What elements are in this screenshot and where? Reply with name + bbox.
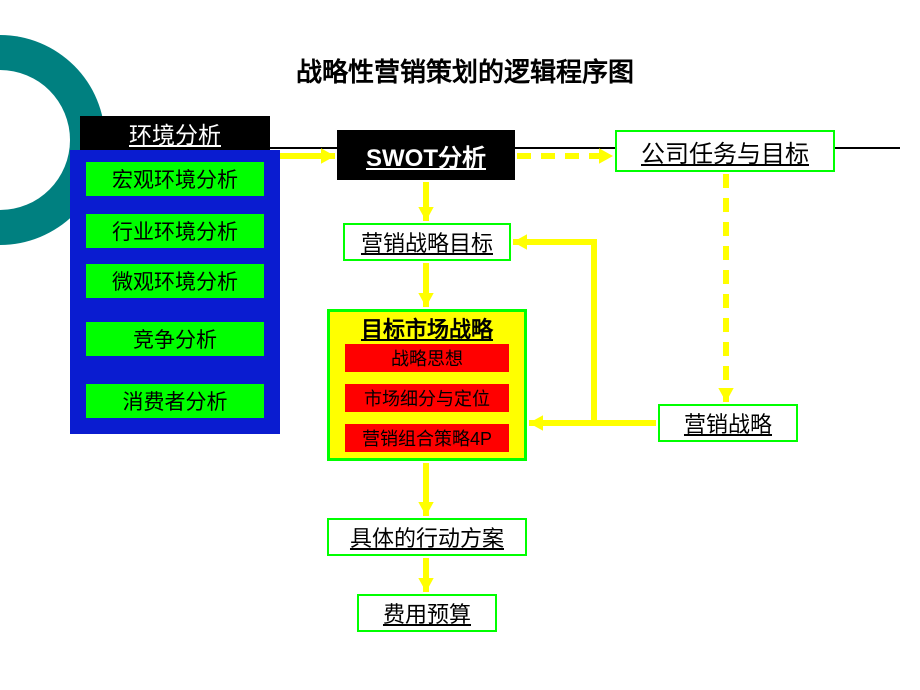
target-market-title: 目标市场战略 xyxy=(327,312,527,344)
env-item: 行业环境分析 xyxy=(86,214,264,248)
env-item: 消费者分析 xyxy=(86,384,264,418)
target-item: 市场细分与定位 xyxy=(345,384,509,412)
diagram-canvas: 战略性营销策划的逻辑程序图 环境分析 宏观环境分析行业环境分析微观环境分析竞争分… xyxy=(0,0,920,690)
budget-box: 费用预算 xyxy=(357,594,497,632)
env-item: 微观环境分析 xyxy=(86,264,264,298)
env-item: 竞争分析 xyxy=(86,322,264,356)
marketing-goal-box: 营销战略目标 xyxy=(343,223,511,261)
env-item: 宏观环境分析 xyxy=(86,162,264,196)
swot-box: SWOT分析 xyxy=(337,130,515,180)
env-analysis-header: 环境分析 xyxy=(80,116,270,150)
target-item: 营销组合策略4P xyxy=(345,424,509,452)
marketing-strategy-box: 营销战略 xyxy=(658,404,798,442)
company-mission-box: 公司任务与目标 xyxy=(615,130,835,172)
action-plan-box: 具体的行动方案 xyxy=(327,518,527,556)
target-item: 战略思想 xyxy=(345,344,509,372)
page-title: 战略性营销策划的逻辑程序图 xyxy=(215,52,715,89)
